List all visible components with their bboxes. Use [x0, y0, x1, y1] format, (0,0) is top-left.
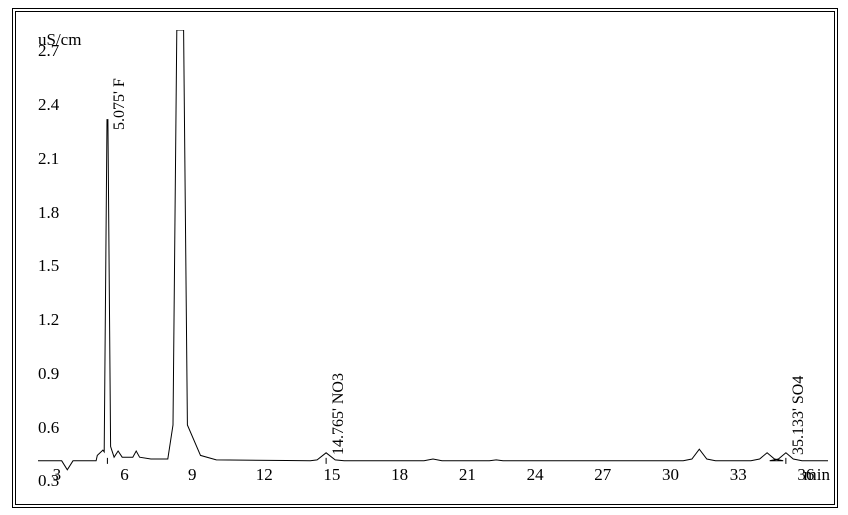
peak-label: 5.075' F — [111, 78, 129, 130]
y-tick-label: 2.4 — [38, 95, 59, 115]
x-tick-label: 3 — [53, 465, 62, 485]
peak-label: 35.133' SO4 — [790, 375, 808, 454]
y-tick-label: 0.6 — [38, 418, 59, 438]
y-tick-label: 2.7 — [38, 41, 59, 61]
x-tick-label: 15 — [323, 465, 340, 485]
x-tick-label: 24 — [527, 465, 544, 485]
peak-label: 14.765' NO3 — [330, 373, 348, 455]
chart-outer-border: uS/cm min 0.30.60.91.21.51.82.12.42.7 36… — [12, 8, 838, 508]
x-tick-label: 6 — [120, 465, 129, 485]
x-tick-label: 30 — [662, 465, 679, 485]
y-tick-label: 1.2 — [38, 310, 59, 330]
x-tick-label: 18 — [391, 465, 408, 485]
plot-area: uS/cm min 0.30.60.91.21.51.82.12.42.7 36… — [38, 30, 828, 485]
y-tick-label: 1.8 — [38, 203, 59, 223]
x-tick-label: 12 — [256, 465, 273, 485]
y-tick-label: 1.5 — [38, 256, 59, 276]
y-tick-label: 0.9 — [38, 364, 59, 384]
x-tick-label: 9 — [188, 465, 197, 485]
y-tick-label: 2.1 — [38, 149, 59, 169]
x-tick-label: 21 — [459, 465, 476, 485]
x-tick-label: 27 — [594, 465, 611, 485]
chromatogram-line — [38, 30, 828, 485]
x-tick-label: 33 — [730, 465, 747, 485]
x-tick-label: 36 — [797, 465, 814, 485]
chart-inner-border: uS/cm min 0.30.60.91.21.51.82.12.42.7 36… — [15, 11, 835, 505]
